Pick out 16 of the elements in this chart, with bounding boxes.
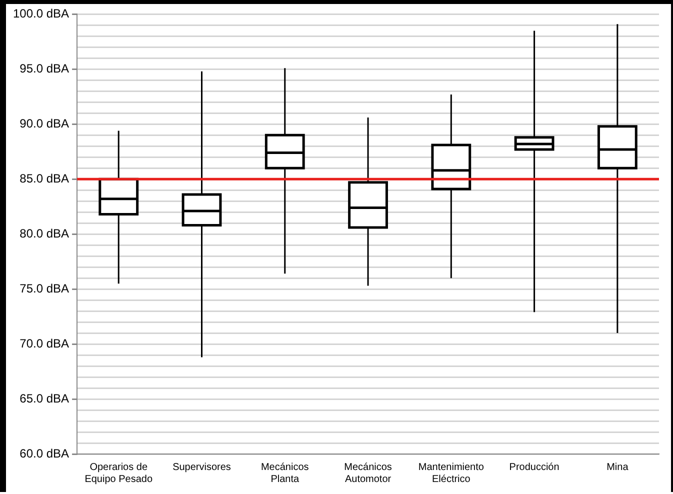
y-tick-label: 75.0 dBA <box>20 281 70 296</box>
x-tick-label: Mantenimiento Eléctrico <box>418 462 484 485</box>
y-tick-label: 80.0 dBA <box>20 226 70 240</box>
x-tick-label: Mecánicos Automotor <box>344 462 392 485</box>
x-tick-label: Operarios de Equipo Pesado <box>84 462 153 485</box>
y-tick-label: 95.0 dBA <box>20 61 70 76</box>
y-tick-label: 85.0 dBA <box>20 171 70 186</box>
y-tick-label: 100.0 dBA <box>13 6 70 21</box>
y-tick-label: 65.0 dBA <box>20 391 70 406</box>
y-tick-label: 60.0 dBA <box>20 446 70 460</box>
y-tick-label: 90.0 dBA <box>20 116 70 130</box>
x-tick-label: Producción <box>509 462 560 473</box>
x-tick-label: Mina <box>606 462 629 473</box>
x-tick-label: Mecánicos Planta <box>260 462 309 485</box>
x-tick-label: Supervisores <box>172 462 231 473</box>
y-tick-label: 70.0 dBA <box>20 336 70 350</box>
